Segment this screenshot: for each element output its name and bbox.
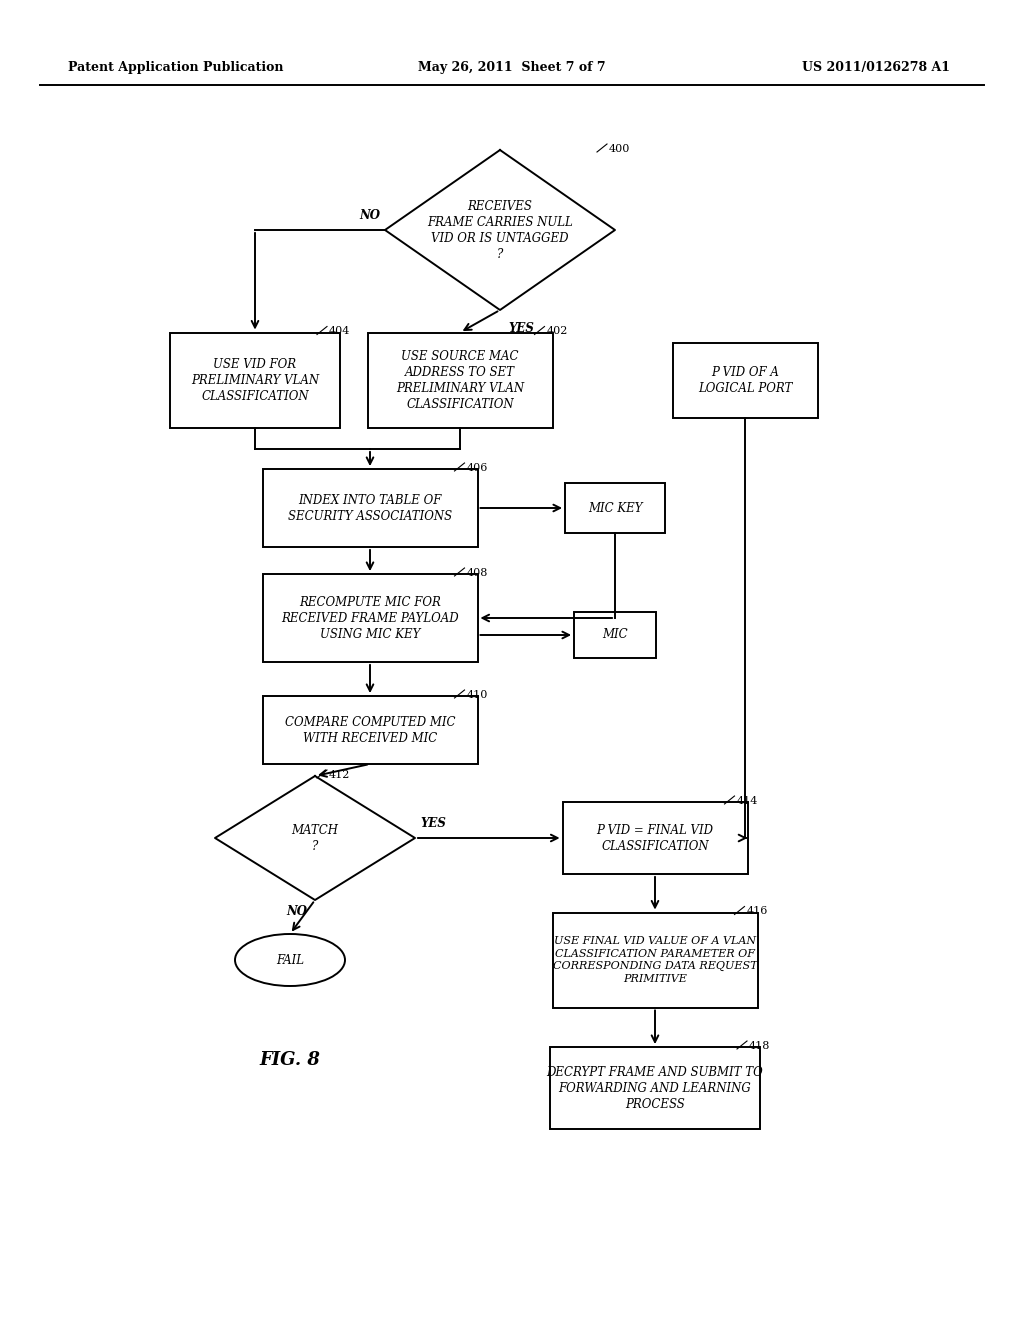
Text: 404: 404 bbox=[329, 326, 350, 337]
Text: 416: 416 bbox=[746, 907, 768, 916]
Text: FAIL: FAIL bbox=[276, 953, 304, 966]
Text: USE SOURCE MAC
ADDRESS TO SET
PRELIMINARY VLAN
CLASSIFICATION: USE SOURCE MAC ADDRESS TO SET PRELIMINAR… bbox=[396, 350, 524, 411]
Bar bbox=[262, 696, 477, 764]
Text: MIC KEY: MIC KEY bbox=[588, 502, 642, 515]
Text: 402: 402 bbox=[547, 326, 568, 337]
Text: MATCH
?: MATCH ? bbox=[292, 824, 339, 853]
Text: COMPARE COMPUTED MIC
WITH RECEIVED MIC: COMPARE COMPUTED MIC WITH RECEIVED MIC bbox=[285, 715, 456, 744]
Text: 400: 400 bbox=[609, 144, 631, 154]
Text: MIC: MIC bbox=[602, 628, 628, 642]
Text: YES: YES bbox=[420, 817, 445, 830]
Text: RECOMPUTE MIC FOR
RECEIVED FRAME PAYLOAD
USING MIC KEY: RECOMPUTE MIC FOR RECEIVED FRAME PAYLOAD… bbox=[282, 595, 459, 640]
Text: RECEIVES
FRAME CARRIES NULL
VID OR IS UNTAGGED
?: RECEIVES FRAME CARRIES NULL VID OR IS UN… bbox=[427, 199, 572, 260]
Text: YES: YES bbox=[508, 322, 534, 335]
Text: 412: 412 bbox=[329, 770, 350, 780]
Text: May 26, 2011  Sheet 7 of 7: May 26, 2011 Sheet 7 of 7 bbox=[418, 62, 606, 74]
Text: NO: NO bbox=[286, 906, 307, 917]
Bar bbox=[368, 333, 553, 428]
Bar bbox=[565, 483, 665, 533]
Ellipse shape bbox=[234, 935, 345, 986]
Text: NO: NO bbox=[359, 209, 380, 222]
Text: US 2011/0126278 A1: US 2011/0126278 A1 bbox=[802, 62, 950, 74]
Bar bbox=[262, 469, 477, 546]
Text: DECRYPT FRAME AND SUBMIT TO
FORWARDING AND LEARNING
PROCESS: DECRYPT FRAME AND SUBMIT TO FORWARDING A… bbox=[547, 1065, 763, 1110]
Text: 414: 414 bbox=[736, 796, 758, 807]
Bar bbox=[170, 333, 340, 428]
Text: FIG. 8: FIG. 8 bbox=[259, 1051, 321, 1069]
Text: 418: 418 bbox=[749, 1041, 770, 1051]
Text: 406: 406 bbox=[467, 463, 487, 473]
Bar bbox=[562, 803, 748, 874]
Text: Patent Application Publication: Patent Application Publication bbox=[68, 62, 284, 74]
Bar bbox=[574, 612, 656, 657]
Bar bbox=[673, 342, 817, 417]
Text: 408: 408 bbox=[467, 568, 487, 578]
Text: INDEX INTO TABLE OF
SECURITY ASSOCIATIONS: INDEX INTO TABLE OF SECURITY ASSOCIATION… bbox=[288, 494, 452, 523]
Text: 410: 410 bbox=[467, 690, 487, 700]
Bar bbox=[262, 574, 477, 663]
Text: USE VID FOR
PRELIMINARY VLAN
CLASSIFICATION: USE VID FOR PRELIMINARY VLAN CLASSIFICAT… bbox=[190, 358, 319, 403]
Text: P VID OF A
LOGICAL PORT: P VID OF A LOGICAL PORT bbox=[697, 366, 793, 395]
Text: USE FINAL VID VALUE OF A VLAN
CLASSIFICATION PARAMETER OF
CORRESPONDING DATA REQ: USE FINAL VID VALUE OF A VLAN CLASSIFICA… bbox=[553, 936, 758, 983]
Text: P VID = FINAL VID
CLASSIFICATION: P VID = FINAL VID CLASSIFICATION bbox=[597, 824, 714, 853]
Bar bbox=[550, 1047, 760, 1129]
Bar bbox=[553, 912, 758, 1007]
